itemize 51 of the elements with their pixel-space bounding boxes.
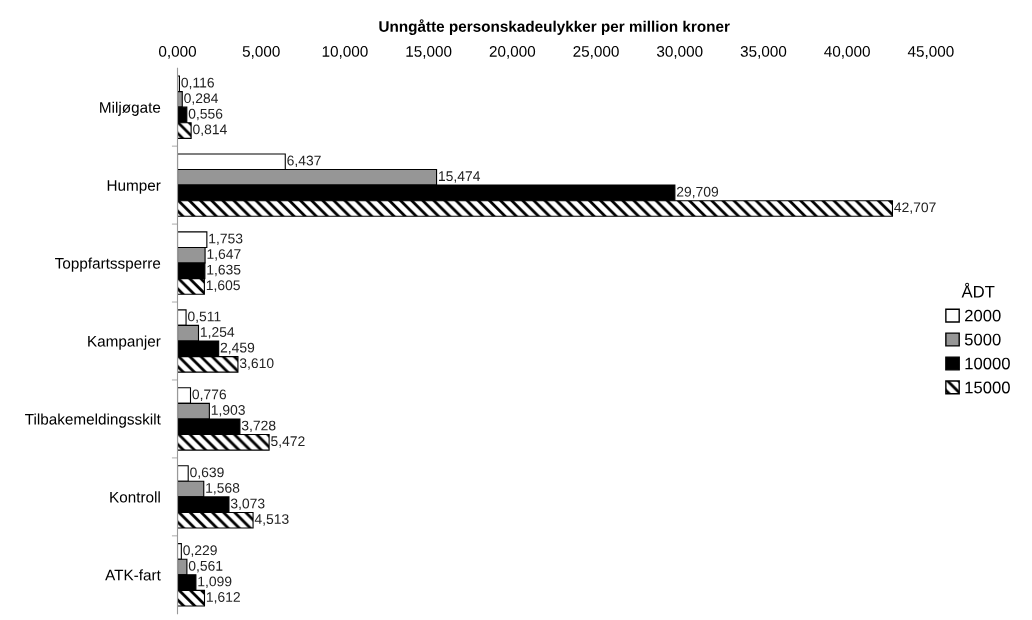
legend-label: 5000 <box>964 333 1001 346</box>
y-tick-label: Tilbakemeldingsskilt <box>25 413 161 428</box>
data-label: 1,903 <box>211 405 245 417</box>
x-tick-label: 15,000 <box>406 46 452 59</box>
data-label: 4,513 <box>254 514 289 526</box>
data-label: 0,561 <box>188 560 223 573</box>
y-tick-label: Miljøgate <box>100 101 161 116</box>
x-tick-label: 35,000 <box>740 46 787 59</box>
data-label: 1,605 <box>206 280 240 292</box>
x-tick-label: 10,000 <box>322 46 368 59</box>
data-label: 1,635 <box>207 264 241 277</box>
data-label: 3,728 <box>241 420 276 433</box>
data-label: 1,099 <box>198 576 232 588</box>
y-tick-label: Humper <box>107 180 161 194</box>
x-tick-label: 30,000 <box>656 46 703 59</box>
data-label: 15,474 <box>439 171 481 183</box>
data-label: 0,814 <box>193 124 227 136</box>
data-label: 1,254 <box>200 327 235 339</box>
data-label: 1,753 <box>209 233 243 246</box>
x-tick-label: 5,000 <box>242 46 280 59</box>
y-tick-label: Toppfartssperre <box>55 257 161 272</box>
y-tick-label: ATK-fart <box>105 569 161 581</box>
legend-label: 2000 <box>965 309 1001 322</box>
data-label: 0,511 <box>187 311 221 323</box>
data-label: 0,229 <box>183 545 217 557</box>
data-label: 0,116 <box>181 77 214 90</box>
data-label: 42,707 <box>894 202 936 214</box>
data-label: 3,610 <box>239 358 274 370</box>
data-label: 0,639 <box>190 467 224 479</box>
data-label: 29,709 <box>676 186 719 199</box>
data-label: 0,556 <box>188 108 223 121</box>
y-tick-label: Kontroll <box>110 491 160 503</box>
x-tick-label: 40,000 <box>824 46 870 59</box>
legend-title: ÅDT <box>961 282 995 298</box>
legend-label: 15000 <box>965 381 1010 394</box>
x-tick-label: 0,000 <box>158 46 197 59</box>
data-label: 1,647 <box>207 249 241 261</box>
data-label: 5,472 <box>271 436 305 448</box>
data-label: 1,568 <box>206 482 240 495</box>
y-tick-label: Kampanjer <box>88 335 161 350</box>
x-tick-label: 25,000 <box>573 46 619 59</box>
x-axis-title: Unngåtte personskadeulykker per million kroner <box>379 19 730 35</box>
data-label: 6,437 <box>287 155 321 168</box>
data-label: 3,073 <box>230 498 265 511</box>
data-label: 0,284 <box>184 93 218 105</box>
x-tick-label: 45,000 <box>907 46 954 59</box>
data-label: 1,612 <box>206 592 240 604</box>
data-label: 2,459 <box>220 342 255 355</box>
legend-label: 10000 <box>965 357 1010 370</box>
data-label: 0,776 <box>192 389 227 401</box>
x-tick-label: 20,000 <box>489 46 536 59</box>
